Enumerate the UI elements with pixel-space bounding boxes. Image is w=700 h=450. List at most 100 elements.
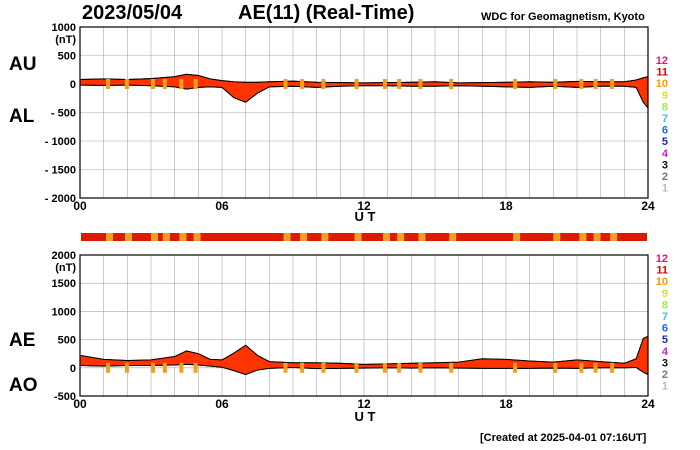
- au-al-frame: [79, 26, 649, 199]
- ae-ao-frame: [79, 254, 649, 397]
- data-source-label: WDC for Geomagnetism, Kyoto: [481, 11, 645, 23]
- station-count-legend-3: 3: [662, 159, 668, 171]
- x-tick-label: 00: [73, 397, 87, 411]
- ae-ao-tick-labels: 00 06 12 18 24 2000(nT) 1500 1000 500 0 -500: [52, 250, 655, 411]
- station-count-legend-1: 1: [662, 183, 668, 195]
- y-tick-label: 500: [58, 51, 76, 63]
- series-al-line: [79, 84, 649, 109]
- ae-ao-data: [79, 335, 649, 376]
- station-count-mark: [151, 233, 158, 241]
- au-label: AU: [9, 54, 36, 75]
- station-count-mark: [162, 362, 167, 373]
- station-count-legend-9: 9: [662, 288, 668, 300]
- x-tick-label: 24: [641, 397, 655, 411]
- x-tick-label: 24: [641, 199, 655, 213]
- station-count-mark: [579, 233, 587, 241]
- y-tick-label: 0: [70, 363, 76, 375]
- station-count-legend-7: 7: [662, 311, 668, 323]
- y-tick-label: -500: [54, 391, 76, 403]
- station-count-mark: [593, 79, 598, 89]
- station-count-legend-2: 2: [662, 171, 668, 183]
- station-count-mark: [124, 233, 132, 241]
- station-count-legend-4: 4: [662, 346, 669, 358]
- station-count-mark: [354, 362, 359, 373]
- x-tick-label: 06: [215, 199, 229, 213]
- y-tick-label: - 1500: [45, 165, 76, 177]
- station-count-mark: [418, 362, 423, 373]
- station-count-mark: [193, 233, 201, 241]
- series-au-line: [79, 73, 649, 84]
- station-count-mark: [321, 233, 329, 241]
- station-count-mark: [449, 362, 454, 373]
- x-tick-label: 06: [215, 397, 229, 411]
- station-count-mark: [593, 362, 598, 373]
- y-tick-label: 1000: [52, 22, 76, 34]
- station-count-mark: [162, 79, 167, 89]
- ae-ao-x-axis-label: U T: [355, 409, 376, 424]
- station-count-mark: [610, 79, 615, 89]
- al-label: AL: [9, 106, 35, 127]
- ae-ao-panel: 00 06 12 18 24 2000(nT) 1500 1000 500 0 -500 AE AO…: [9, 250, 655, 424]
- station-count-legend-10: 10: [656, 78, 668, 90]
- y-tick-label: 0: [70, 79, 76, 91]
- au-al-panel: 00 06 12 18 24 1000(nT) 500 0 - 500 - 1000 - 1500 -…: [9, 22, 655, 224]
- ao-label: AO: [9, 375, 38, 396]
- x-tick-label: 12: [357, 397, 371, 411]
- station-count-legend-12: 12: [656, 253, 668, 265]
- station-count-mark: [283, 79, 288, 89]
- x-tick-label: 00: [73, 199, 87, 213]
- station-count-mark: [321, 362, 326, 373]
- station-count-legend-1: 1: [662, 381, 668, 393]
- x-tick-label: 18: [499, 199, 513, 213]
- au-al-x-axis-label: U T: [355, 209, 376, 224]
- station-count-legend-2: 2: [662, 369, 668, 381]
- station-count-mark: [610, 362, 615, 373]
- station-count-mark: [579, 362, 584, 373]
- station-count-legend-5: 5: [662, 136, 668, 148]
- y-unit-label: (nT): [55, 34, 76, 46]
- series-ao-line: [79, 363, 649, 376]
- au-al-tick-labels: 00 06 12 18 24 1000(nT) 500 0 - 500 - 1000 - 1500 -…: [45, 22, 655, 213]
- station-count-mark: [106, 233, 114, 241]
- station-count-mark: [106, 79, 111, 89]
- station-count-mark: [151, 362, 155, 373]
- station-count-mark: [106, 362, 111, 373]
- y-tick-label: 1500: [52, 278, 76, 290]
- chart-title: AE(11) (Real-Time): [238, 2, 415, 24]
- y-unit-label: (nT): [55, 262, 76, 274]
- station-count-mark: [553, 233, 561, 241]
- station-count-legend-5: 5: [662, 334, 668, 346]
- station-count-legend-9: 9: [662, 90, 668, 102]
- station-count-mark: [162, 233, 170, 241]
- station-count-mark: [382, 233, 390, 241]
- series-ae-line: [79, 335, 649, 365]
- station-count-bar: [81, 233, 647, 241]
- station-count-bar-marks: [106, 233, 618, 241]
- station-count-legend-11: 11: [656, 67, 668, 79]
- station-count-mark: [449, 79, 454, 89]
- station-count-legend-11: 11: [656, 265, 668, 277]
- station-count-mark: [382, 79, 387, 89]
- y-tick-label: 500: [58, 335, 76, 347]
- ae-label: AE: [9, 330, 35, 351]
- station-count-mark: [300, 233, 308, 241]
- station-count-mark: [397, 233, 405, 241]
- y-tick-label: 2000: [52, 250, 76, 262]
- station-count-mark: [193, 79, 198, 89]
- chart-date: 2023/05/04: [82, 2, 183, 24]
- station-count-mark: [354, 79, 359, 89]
- station-count-mark: [283, 362, 288, 373]
- station-count-legend-3: 3: [662, 357, 668, 369]
- station-count-mark: [179, 233, 187, 241]
- station-count-mark: [553, 79, 558, 89]
- station-count-mark: [610, 233, 618, 241]
- station-count-mark: [397, 79, 402, 89]
- station-count-mark: [513, 362, 518, 373]
- station-count-mark: [513, 79, 518, 89]
- station-count-mark: [418, 233, 426, 241]
- au-al-gridlines: [80, 27, 648, 198]
- station-count-mark: [300, 79, 305, 89]
- station-count-mark: [124, 362, 129, 373]
- station-count-mark: [553, 362, 558, 373]
